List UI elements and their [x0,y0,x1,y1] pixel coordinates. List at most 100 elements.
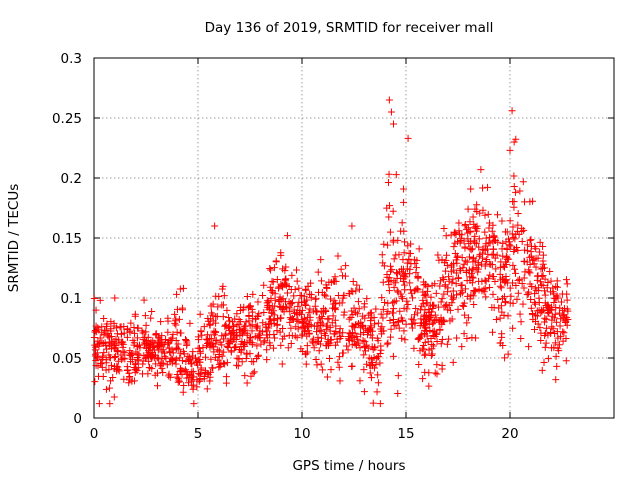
data-point [481,211,489,219]
data-point [192,354,200,362]
data-point [94,337,102,345]
data-point [246,338,254,346]
data-point [407,240,415,248]
data-point [186,356,194,364]
data-point [525,266,533,274]
data-point [550,290,558,298]
data-point [470,286,478,294]
data-point [524,247,532,255]
data-point [526,236,534,244]
data-point [510,172,518,180]
data-point [461,311,469,319]
data-point [131,368,139,376]
data-point [479,249,487,257]
data-point [302,286,310,294]
data-point [431,369,439,377]
data-point [138,327,146,335]
data-point [501,298,509,306]
data-point [488,303,496,311]
data-point [486,271,494,279]
data-point [165,344,173,352]
data-point [387,108,395,116]
data-point [344,346,352,354]
data-point [429,320,437,328]
data-point [481,262,489,270]
data-point [110,393,118,401]
data-point [298,323,306,331]
data-point [348,362,356,370]
data-point [414,272,422,280]
data-point [140,352,148,360]
data-point [386,202,394,210]
data-point [288,299,296,307]
data-point [130,339,138,347]
data-point [345,336,353,344]
data-point [100,349,108,357]
data-point [448,299,456,307]
data-point [334,291,342,299]
data-point [390,120,398,128]
data-point [552,283,560,291]
data-point [536,278,544,286]
data-point [489,290,497,298]
data-point [245,312,253,320]
data-point [294,302,302,310]
data-point [401,238,409,246]
data-point [354,320,362,328]
data-point [148,308,156,316]
data-point [106,384,114,392]
data-point [169,349,177,357]
data-point [354,298,362,306]
data-point [557,315,565,323]
data-point [390,316,398,324]
data-point [545,309,553,317]
data-point [194,333,202,341]
data-point [562,357,570,365]
data-point [409,316,417,324]
data-point [538,272,546,280]
data-point [460,302,468,310]
data-point [496,263,504,271]
data-point [266,341,274,349]
data-point [357,330,365,338]
data-point [437,277,445,285]
data-point [494,295,502,303]
data-point [396,307,404,315]
data-point [91,328,99,336]
data-point [488,251,496,259]
data-point [267,266,275,274]
data-point [222,322,230,330]
data-point [120,329,128,337]
data-point [294,311,302,319]
data-point [467,270,475,278]
data-point [213,312,221,320]
data-point [411,319,419,327]
data-point [527,304,535,312]
data-point [477,166,485,174]
data-point [398,316,406,324]
data-point [360,388,368,396]
data-point [367,317,375,325]
data-point [219,282,227,290]
data-point [491,278,499,286]
data-point [171,356,179,364]
data-point [174,378,182,386]
data-point [174,340,182,348]
data-point [123,333,131,341]
data-point [184,379,192,387]
data-point [560,329,568,337]
data-point [400,272,408,280]
data-point [340,311,348,319]
data-point [179,388,187,396]
data-point [290,292,298,300]
data-point [233,321,241,329]
data-point [464,205,472,213]
data-point [496,314,504,322]
data-point [220,348,228,356]
data-point [392,297,400,305]
data-point [438,335,446,343]
data-point [183,374,191,382]
data-point [361,347,369,355]
data-point [350,337,358,345]
data-point [270,311,278,319]
